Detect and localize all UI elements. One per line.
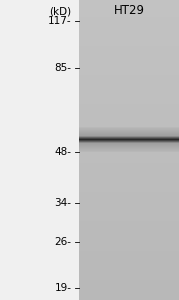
Text: HT29: HT29 [113, 4, 144, 17]
Text: 48-: 48- [55, 147, 72, 157]
Text: 19-: 19- [55, 283, 72, 293]
Text: 85-: 85- [55, 63, 72, 73]
Text: 117-: 117- [48, 16, 72, 26]
Text: 34-: 34- [55, 197, 72, 208]
Text: 26-: 26- [55, 237, 72, 247]
Text: (kD): (kD) [49, 7, 72, 17]
